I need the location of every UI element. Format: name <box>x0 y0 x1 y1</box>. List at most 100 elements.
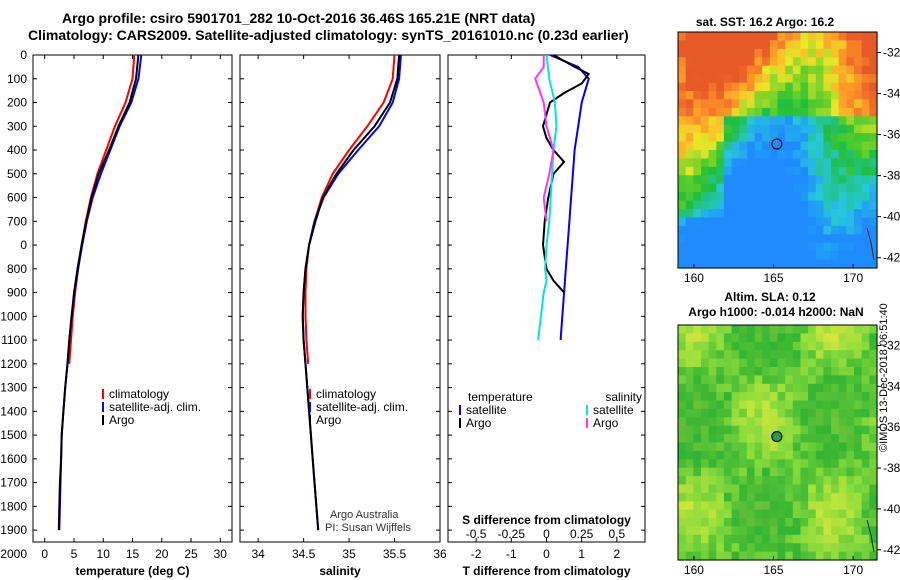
map-cell <box>808 492 817 502</box>
map-cell <box>685 442 694 452</box>
map-cell <box>792 192 802 202</box>
map-cell <box>678 99 687 109</box>
map-cell <box>716 509 725 519</box>
map-cell <box>701 534 710 544</box>
map-cell <box>746 425 756 435</box>
map-cell <box>762 509 771 519</box>
temperature-series-argo <box>57 54 140 531</box>
map-cell <box>808 65 817 75</box>
map-cell <box>869 375 878 385</box>
map-cell <box>869 116 878 126</box>
map-cell <box>800 358 809 368</box>
map-cell <box>861 141 870 151</box>
map-cell <box>800 175 809 185</box>
map-cell <box>815 225 825 235</box>
map-cell <box>723 467 733 477</box>
map-cell <box>800 259 809 269</box>
map-cell <box>815 551 825 561</box>
map-cell <box>762 417 771 427</box>
map-cell <box>815 158 825 168</box>
map-cell <box>716 408 725 418</box>
map-cell <box>800 400 809 410</box>
map-cell <box>777 40 786 50</box>
map-cell <box>800 133 809 143</box>
map-cell <box>792 375 802 385</box>
map-cell <box>792 74 802 84</box>
map-cell <box>777 392 786 402</box>
map-cell <box>716 74 725 84</box>
map-cell <box>838 341 847 351</box>
map-cell <box>723 383 733 393</box>
map-cell <box>800 501 809 511</box>
map-cell <box>777 333 786 343</box>
map-cell <box>716 375 725 385</box>
map-cell <box>800 425 809 435</box>
map-cell <box>861 408 870 418</box>
map-cell <box>701 158 710 168</box>
map-cell <box>716 99 725 109</box>
map-cell <box>678 341 687 351</box>
map-cell <box>823 400 832 410</box>
map-cell <box>708 150 717 159</box>
map-cell <box>693 392 702 402</box>
map-cell <box>746 166 756 176</box>
map-cell <box>746 40 756 50</box>
map-cell <box>846 150 855 159</box>
map-cell <box>823 543 832 553</box>
map-cell <box>823 116 832 126</box>
map-cell <box>846 192 855 202</box>
map-cell <box>754 40 763 50</box>
map-cell <box>785 124 794 134</box>
map-cell <box>808 48 817 58</box>
map-cell <box>739 534 748 544</box>
map-cell <box>708 518 717 527</box>
map-cell <box>739 74 748 84</box>
map-y-tick-label: -32 <box>883 46 900 60</box>
map-cell <box>808 91 817 100</box>
map-cell <box>792 425 802 435</box>
map-cell <box>693 158 702 168</box>
map-cell <box>785 259 794 269</box>
map-cell <box>846 325 855 334</box>
map-cell <box>685 551 694 561</box>
map-cell <box>792 392 802 402</box>
depth-tick-label: 0 <box>20 238 27 252</box>
map-cell <box>762 141 771 151</box>
map-cell <box>823 333 832 343</box>
map-cell <box>831 434 840 444</box>
map-cell <box>823 251 832 261</box>
map-cell <box>701 209 710 218</box>
map-cell <box>746 141 756 151</box>
map-cell <box>808 259 817 269</box>
map-cell <box>777 133 786 143</box>
map-cell <box>769 484 779 494</box>
map-cell <box>815 82 825 92</box>
map-cell <box>701 65 710 75</box>
map-cell <box>754 91 763 100</box>
map-cell <box>815 350 825 360</box>
map-cell <box>785 91 794 100</box>
depth-tick-label: 200 <box>7 96 27 110</box>
x-tick-label: 30 <box>214 547 228 561</box>
map-cell <box>777 383 786 393</box>
map-cell <box>731 57 740 67</box>
map-cell <box>746 367 756 376</box>
map-cell <box>746 417 756 427</box>
map-cell <box>869 425 878 435</box>
map-cell <box>708 74 717 84</box>
map-cell <box>754 551 763 561</box>
map-cell <box>846 183 855 193</box>
map-cell <box>769 459 779 469</box>
map-cell <box>693 383 702 393</box>
map-cell <box>869 175 878 185</box>
map-cell <box>716 158 725 168</box>
map-cell <box>701 492 710 502</box>
map-cell <box>739 234 748 244</box>
map-cell <box>708 400 717 410</box>
map-cell <box>716 467 725 477</box>
map-cell <box>678 175 687 185</box>
map-cell <box>754 509 763 519</box>
map-cell <box>808 40 817 50</box>
map-cell <box>846 408 855 418</box>
map-cell <box>708 501 717 511</box>
